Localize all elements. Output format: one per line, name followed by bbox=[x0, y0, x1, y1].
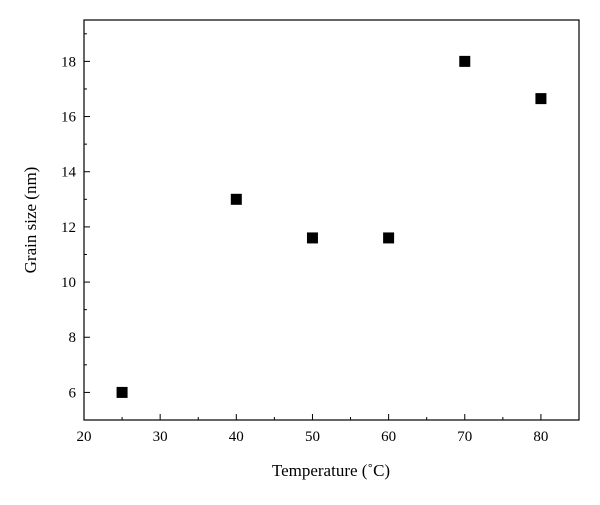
x-axis-title: Temperature (˚C) bbox=[272, 461, 390, 480]
data-point bbox=[116, 386, 128, 398]
x-tick-label: 40 bbox=[229, 429, 244, 445]
data-points bbox=[116, 55, 547, 398]
x-tick-label: 60 bbox=[381, 429, 396, 445]
x-tick-label: 30 bbox=[153, 429, 168, 445]
y-tick-label: 16 bbox=[61, 110, 77, 126]
plot-frame bbox=[83, 19, 580, 421]
y-tick-label: 10 bbox=[61, 275, 76, 291]
data-point bbox=[383, 232, 395, 244]
y-tick-label: 12 bbox=[61, 220, 76, 236]
y-tick-label: 18 bbox=[61, 54, 76, 70]
y-tick-label: 8 bbox=[69, 330, 77, 346]
y-axis-title: Grain size (nm) bbox=[21, 167, 40, 274]
data-point bbox=[459, 55, 471, 67]
y-tick-label: 6 bbox=[69, 385, 77, 401]
y-axis-ticks: 6 8 10 12 14 16 18 bbox=[61, 33, 90, 401]
x-axis-ticks: 20 30 40 50 60 70 80 bbox=[77, 414, 548, 445]
x-tick-label: 70 bbox=[457, 429, 472, 445]
data-point bbox=[535, 93, 547, 105]
y-tick-label: 14 bbox=[61, 165, 77, 181]
data-point bbox=[230, 193, 242, 205]
x-tick-label: 20 bbox=[77, 429, 92, 445]
x-tick-label: 80 bbox=[533, 429, 548, 445]
data-point bbox=[306, 232, 318, 244]
x-tick-label: 50 bbox=[305, 429, 320, 445]
